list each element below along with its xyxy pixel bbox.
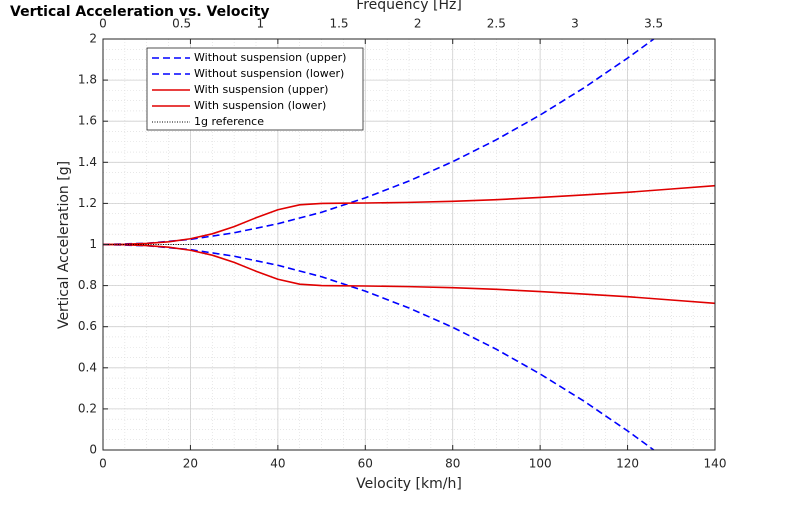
y-tick-label: 1.4 [78, 155, 97, 169]
y-tick-label: 0.2 [78, 401, 97, 415]
legend-label: With suspension (lower) [194, 99, 326, 112]
y-tick-label: 1.8 [78, 73, 97, 87]
x-tick-label: 40 [270, 457, 285, 471]
top-x-axis-label: Frequency [Hz] [356, 0, 462, 13]
series-line [102, 184, 716, 246]
x-axis-label: Velocity [km/h] [356, 476, 462, 492]
y-axis-label: Vertical Acceleration [g] [56, 161, 72, 329]
x-tick-label: 20 [183, 457, 198, 471]
x-tick-label: 140 [704, 457, 727, 471]
y-tick-label: 1.2 [78, 196, 97, 210]
legend-label: Without suspension (lower) [194, 67, 344, 80]
x-tick-label: 100 [529, 457, 552, 471]
y-tick-label: 0 [89, 443, 97, 457]
y-tick-label: 1.6 [78, 114, 97, 128]
series-line [102, 243, 716, 305]
top-x-tick-label: 0.5 [172, 17, 191, 31]
legend: Without suspension (upper) Without suspen… [146, 47, 364, 131]
legend-box [146, 47, 364, 131]
x-tick-label: 0 [99, 457, 107, 471]
series-line [102, 38, 655, 246]
top-x-tick-label: 0 [99, 17, 107, 31]
y-tick-label: 0.4 [78, 360, 97, 374]
top-x-tick-label: 2 [414, 17, 422, 31]
legend-entries: Without suspension (upper) Without suspen… [152, 51, 346, 128]
top-x-tick-label: 1.5 [329, 17, 348, 31]
series-line [102, 243, 655, 451]
top-x-tick-label: 2.5 [487, 17, 506, 31]
top-x-tick-label: 3.5 [644, 17, 663, 31]
y-tick-label: 0.6 [78, 319, 97, 333]
x-tick-label: 80 [445, 457, 460, 471]
chart-title: Vertical Acceleration vs. Velocity [10, 4, 269, 20]
ticks: 0 20 40 60 80 100 120 14000.20.40.60.811.21.41.… [78, 17, 727, 471]
x-tick-label: 120 [616, 457, 639, 471]
y-tick-label: 1 [89, 237, 97, 251]
series-lines [102, 38, 716, 451]
legend-label: With suspension (upper) [194, 83, 328, 96]
legend-label: Without suspension (upper) [194, 51, 346, 64]
y-tick-label: 2 [89, 32, 97, 46]
top-x-tick-label: 1 [257, 17, 265, 31]
y-tick-label: 0.8 [78, 278, 97, 292]
legend-label: 1g reference [194, 115, 264, 128]
top-x-tick-label: 3 [571, 17, 579, 31]
x-tick-label: 60 [358, 457, 373, 471]
